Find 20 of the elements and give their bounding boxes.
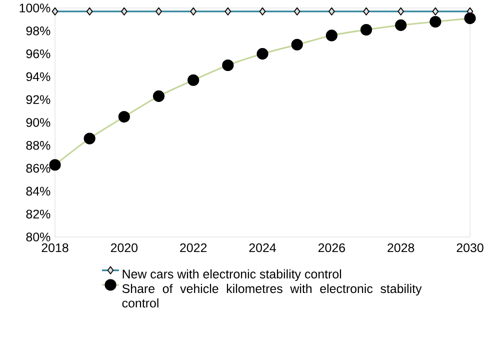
y-tick-label: 84%	[26, 186, 50, 196]
y-tick-label: 80%	[26, 232, 50, 242]
y-tick-label: 82%	[26, 210, 50, 219]
y-tick-label: 88%	[26, 140, 50, 150]
legend-label: Share of vehicle kilometres with electronic stability control	[122, 284, 422, 308]
y-tick-label: 92%	[26, 95, 50, 104]
x-tick-label: 2020	[110, 243, 138, 252]
y-tick-label: 94%	[26, 72, 50, 82]
x-tick-label: 2018	[42, 243, 68, 252]
x-tick-label: 2022	[180, 243, 207, 252]
legend-label: New cars with electronic stability control	[122, 269, 342, 281]
x-tick-label: 2026	[318, 243, 345, 252]
y-tick-label: 86%	[26, 164, 50, 173]
y-tick-label: 98%	[26, 26, 50, 36]
x-tick-label: 2024	[249, 243, 276, 252]
y-tick-label: 90%	[26, 118, 50, 127]
y-tick-label: 100%	[20, 4, 50, 12]
y-tick-label: 96%	[26, 49, 50, 58]
x-tick-label: 2030	[456, 243, 484, 252]
x-tick-label: 2028	[388, 243, 414, 252]
